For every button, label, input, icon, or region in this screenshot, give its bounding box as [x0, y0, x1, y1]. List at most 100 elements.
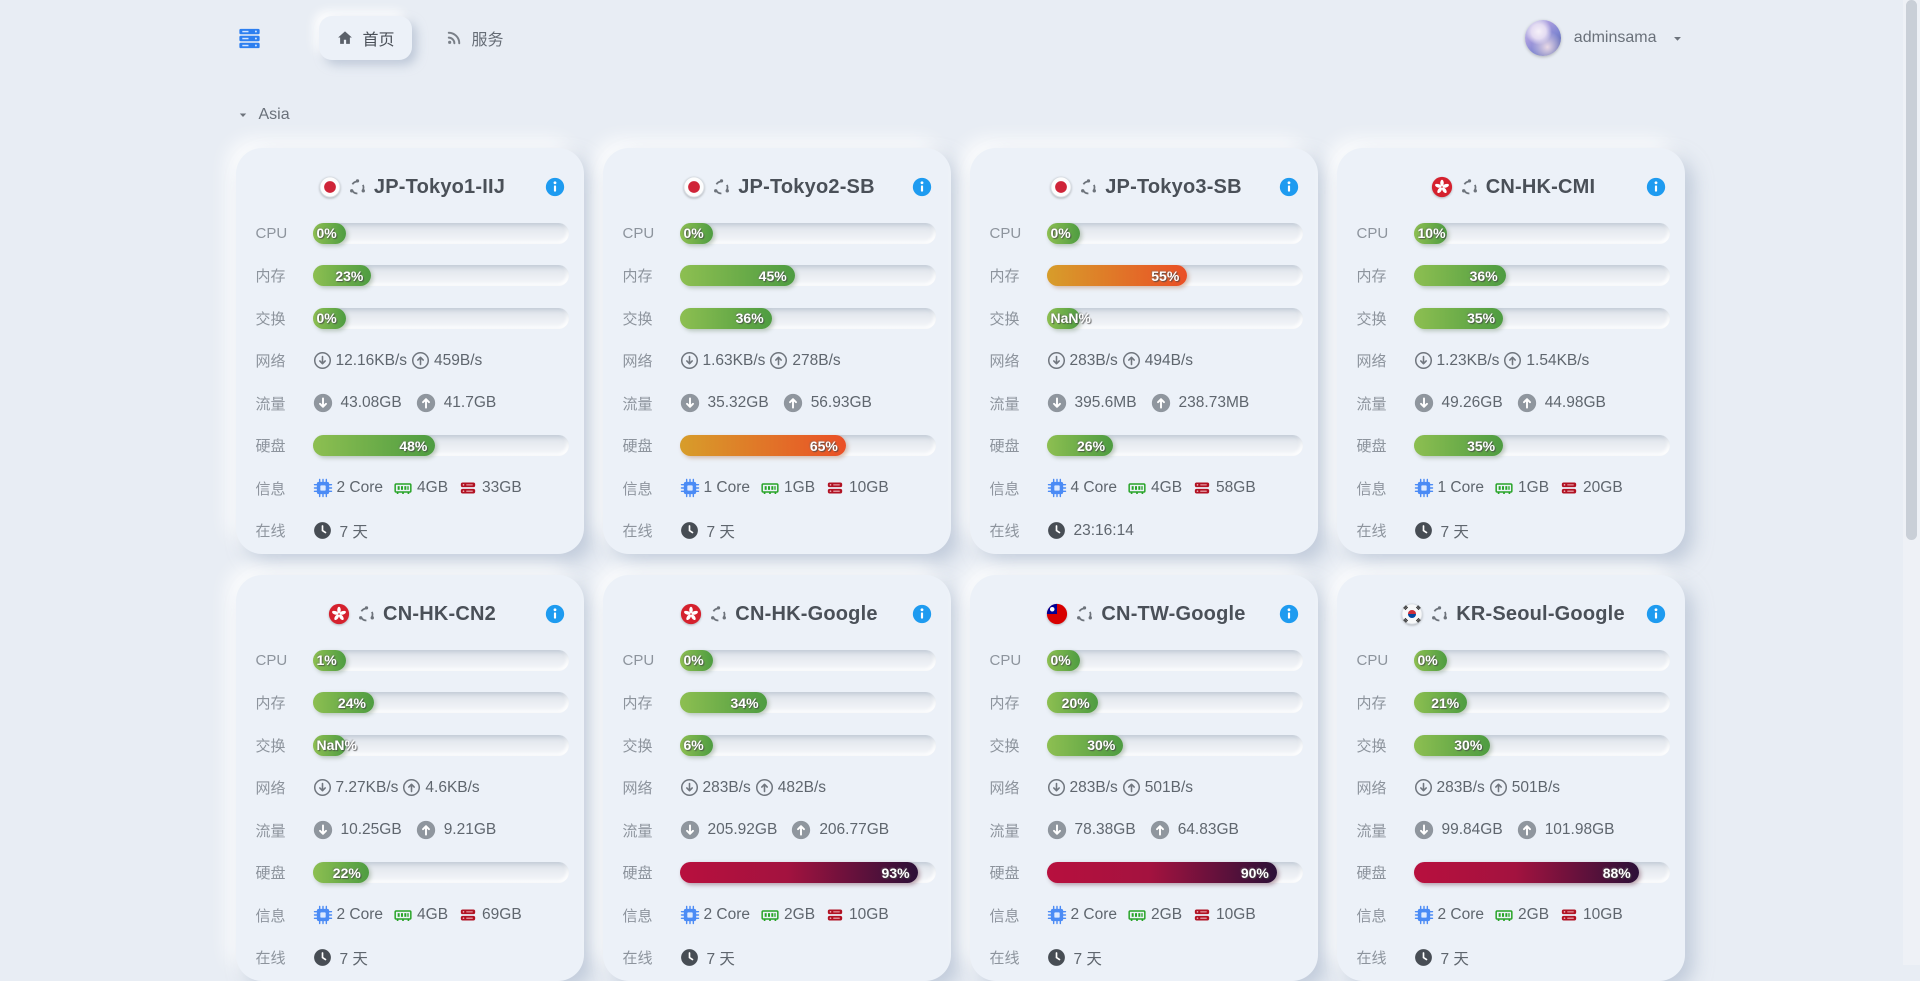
scrollbar-thumb[interactable]: [1906, 0, 1917, 540]
info-label: 信息: [1356, 907, 1387, 925]
network-row: 网络 1.63KB/s 278B/s: [623, 340, 936, 383]
swap-label: 交换: [989, 310, 1020, 328]
memory-progressbar: 20%: [1046, 692, 1303, 714]
memory-percent: 55%: [1151, 267, 1180, 284]
ubuntu-os-icon: [357, 605, 376, 624]
ram-size: 2GB: [1518, 906, 1550, 924]
info-button[interactable]: [1646, 604, 1666, 624]
info-button[interactable]: [1279, 604, 1299, 624]
cpu-label: CPU: [255, 651, 288, 669]
traffic-up-total: 56.93GB: [810, 394, 872, 412]
swap-progressbar: 36%: [679, 307, 936, 329]
clock-icon: [1047, 948, 1066, 967]
memory-percent: 20%: [1061, 694, 1090, 711]
ram-icon: [1494, 478, 1514, 498]
network-down-speed: 1.63KB/s: [702, 351, 766, 369]
info-label: 信息: [255, 907, 286, 925]
swap-progressbar: 0%: [312, 307, 569, 329]
upload-filled-icon: [1150, 820, 1170, 840]
disk-row: 硬盘 65%: [623, 425, 936, 468]
network-down-speed: 283B/s: [1069, 778, 1118, 796]
info-row: 信息 2 Core 4GB 69GB: [256, 894, 569, 937]
tab-services[interactable]: 服务: [428, 16, 521, 60]
ram-size: 1GB: [1518, 479, 1550, 497]
disk-row: 硬盘 22%: [256, 852, 569, 895]
core-count: 4 Core: [1070, 479, 1118, 497]
memory-row: 内存 23%: [256, 255, 569, 298]
memory-percent: 21%: [1431, 694, 1460, 711]
disk-percent: 88%: [1602, 864, 1631, 881]
server-card-header: JP-Tokyo1-IIJ: [256, 162, 569, 212]
top-navbar: 首页 服务 adminsama: [236, 0, 1685, 76]
cpu-percent: 0%: [1050, 225, 1071, 242]
traffic-label: 流量: [989, 395, 1020, 413]
swap-label: 交换: [255, 310, 286, 328]
disk-percent: 35%: [1467, 437, 1496, 454]
clock-icon: [1047, 521, 1066, 540]
online-row: 在线 7 天: [990, 937, 1303, 980]
disk-progressbar: 93%: [679, 862, 936, 884]
clock-icon: [680, 948, 699, 967]
traffic-down-total: 43.08GB: [340, 394, 402, 412]
ubuntu-os-icon: [1079, 178, 1098, 197]
ram-size: 4GB: [417, 479, 449, 497]
cpu-percent: 10%: [1417, 225, 1446, 242]
cpu-label: CPU: [1356, 224, 1389, 242]
info-row: 信息 4 Core 4GB 58GB: [990, 467, 1303, 510]
clock-icon: [1414, 948, 1433, 967]
server-card-header: CN-HK-CN2: [256, 589, 569, 639]
clock-icon: [1414, 521, 1433, 540]
network-label: 网络: [622, 353, 653, 371]
disk-stack-icon: [1192, 905, 1212, 925]
disk-percent: 22%: [332, 864, 361, 881]
disk-progressbar: 48%: [312, 435, 569, 457]
network-label: 网络: [255, 780, 286, 798]
server-name: CN-HK-CMI: [1485, 175, 1596, 198]
online-label: 在线: [255, 950, 286, 968]
network-up-speed: 278B/s: [792, 351, 841, 369]
server-card: JP-Tokyo3-SB CPU 0% 内存 55% 交换 NaN% 网络: [969, 148, 1318, 554]
info-button[interactable]: [912, 604, 932, 624]
ram-icon: [760, 478, 780, 498]
cpu-chip-icon: [313, 905, 333, 925]
info-button[interactable]: [545, 604, 565, 624]
swap-label: 交换: [622, 737, 653, 755]
upload-circle-icon: [1122, 351, 1141, 370]
country-flag-icon: [1046, 603, 1068, 625]
network-row: 网络 283B/s 494B/s: [990, 340, 1303, 383]
disk-progressbar: 35%: [1413, 435, 1670, 457]
tab-home[interactable]: 首页: [318, 16, 412, 60]
info-button[interactable]: [912, 177, 932, 197]
memory-row: 内存 36%: [1357, 255, 1670, 298]
uptime-value: 7 天: [339, 523, 368, 541]
storage-size: 69GB: [482, 906, 522, 924]
memory-label: 内存: [255, 695, 286, 713]
memory-percent: 23%: [335, 267, 364, 284]
disk-progressbar: 22%: [312, 862, 569, 884]
server-card: JP-Tokyo1-IIJ CPU 0% 内存 23% 交换 0% 网络: [235, 148, 584, 554]
info-button[interactable]: [1279, 177, 1299, 197]
user-menu[interactable]: adminsama: [1524, 20, 1685, 56]
cpu-percent: 0%: [683, 652, 704, 669]
disk-label: 硬盘: [622, 865, 653, 883]
network-label: 网络: [622, 780, 653, 798]
network-down-speed: 283B/s: [702, 778, 751, 796]
cpu-chip-icon: [1047, 478, 1067, 498]
region-header-asia[interactable]: Asia: [236, 106, 290, 124]
info-label: 信息: [622, 907, 653, 925]
server-name: JP-Tokyo2-SB: [738, 175, 875, 198]
upload-circle-icon: [1503, 351, 1522, 370]
servers-menu-icon[interactable]: [236, 25, 263, 52]
info-label: 信息: [255, 480, 286, 498]
download-filled-icon: [1414, 393, 1434, 413]
info-button[interactable]: [545, 177, 565, 197]
swap-row: 交换 NaN%: [990, 297, 1303, 340]
upload-circle-icon: [1122, 778, 1141, 797]
upload-filled-icon: [791, 820, 811, 840]
ram-size: 4GB: [1151, 479, 1183, 497]
country-flag-icon: [1431, 176, 1453, 198]
info-button[interactable]: [1646, 177, 1666, 197]
country-flag-icon: [683, 176, 705, 198]
upload-circle-icon: [769, 351, 788, 370]
page-scrollbar[interactable]: [1903, 0, 1920, 965]
